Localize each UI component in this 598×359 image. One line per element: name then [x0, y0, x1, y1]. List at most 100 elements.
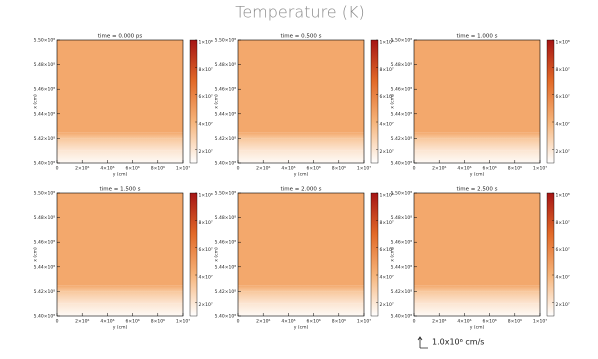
y-tick-label: 5.48×10⁸: [391, 62, 413, 68]
plot-frame: [56, 39, 184, 164]
x-tick-label: 8×10⁶: [508, 319, 522, 325]
colorbar-tick-label: 8×10⁷: [556, 220, 570, 226]
y-tick-label: 5.50×10⁸: [34, 191, 56, 197]
y-tick-label: 5.40×10⁸: [391, 161, 413, 167]
colorbar-tick-label: 8×10⁷: [199, 67, 213, 73]
y-axis-label: x (cm): [214, 247, 220, 262]
heat-band: [238, 40, 364, 133]
heat-band: [238, 285, 364, 292]
y-tick-label: 5.50×10⁸: [34, 38, 56, 44]
y-tick-label: 5.42×10⁸: [391, 289, 413, 295]
x-tick-label: 2×10⁶: [256, 319, 270, 325]
x-tick-label: 4×10⁶: [281, 319, 295, 325]
y-tick-label: 5.44×10⁸: [391, 264, 413, 270]
panel-title: time = 0.000 ps: [98, 34, 143, 40]
y-tick-label: 5.40×10⁸: [34, 161, 56, 167]
x-axis-label: y (cm): [113, 172, 128, 178]
heat-band: [238, 193, 364, 286]
colorbar-tick-label: 6×10⁷: [556, 247, 570, 253]
y-tick-label: 5.50×10⁸: [391, 191, 413, 197]
panel-title: time = 0.500 s: [281, 34, 322, 40]
plot-frame: [56, 192, 184, 317]
y-tick-label: 5.42×10⁸: [215, 136, 237, 142]
x-axis-label: y (cm): [294, 172, 309, 178]
x-axis-label: y (cm): [470, 172, 485, 178]
heat-band: [57, 193, 183, 286]
y-tick-label: 5.42×10⁸: [215, 289, 237, 295]
x-tick-label: 6×10⁶: [307, 166, 321, 172]
x-tick-label: 1×10⁷: [533, 166, 547, 172]
colorbar-tick-label: 6×10⁷: [199, 94, 213, 100]
x-tick-label: 2×10⁶: [432, 319, 446, 325]
y-tick-label: 5.40×10⁸: [215, 161, 237, 167]
colorbar: [370, 39, 379, 164]
x-tick-label: 6×10⁶: [126, 166, 140, 172]
x-tick-label: 0: [413, 319, 416, 325]
scale-arrow: [417, 336, 428, 349]
colorbar-tick-label: 4×10⁷: [380, 122, 394, 128]
x-tick-label: 8×10⁶: [151, 166, 165, 172]
x-tick-label: 8×10⁶: [151, 319, 165, 325]
colorbar-tick-label: 2×10⁷: [380, 149, 394, 155]
colorbar: [189, 39, 198, 164]
colorbar-tick-label: 8×10⁷: [380, 67, 394, 73]
y-tick-label: 5.46×10⁸: [391, 240, 413, 246]
heat-band: [57, 40, 183, 133]
colorbar-tick-label: 8×10⁷: [380, 220, 394, 226]
y-tick-label: 5.42×10⁸: [34, 289, 56, 295]
y-tick-label: 5.48×10⁸: [391, 215, 413, 221]
colorbar: [370, 192, 379, 317]
colorbar-tick-label: 2×10⁷: [556, 149, 570, 155]
x-tick-label: 0: [413, 166, 416, 172]
y-tick-label: 5.48×10⁸: [215, 215, 237, 221]
x-tick-label: 0: [56, 319, 59, 325]
colorbar-tick-label: 4×10⁷: [556, 275, 570, 281]
x-tick-label: 0: [237, 319, 240, 325]
heat-band: [238, 303, 364, 316]
y-tick-label: 5.40×10⁸: [391, 314, 413, 320]
x-tick-label: 6×10⁶: [483, 166, 497, 172]
x-tick-label: 0: [237, 166, 240, 172]
colorbar-tick-label: 4×10⁷: [380, 275, 394, 281]
heat-band: [57, 138, 183, 151]
plot-frame: [413, 39, 541, 164]
x-tick-label: 0: [56, 166, 59, 172]
y-tick-label: 5.46×10⁸: [215, 87, 237, 93]
heat-band: [57, 303, 183, 316]
heat-band: [238, 138, 364, 151]
colorbar-tick-label: 1×10⁸: [556, 193, 570, 199]
y-tick-label: 5.46×10⁸: [34, 87, 56, 93]
y-axis-label: x (cm): [33, 94, 39, 109]
colorbar-tick-label: 6×10⁷: [556, 94, 570, 100]
plot-frame: [237, 39, 365, 164]
y-tick-label: 5.48×10⁸: [34, 62, 56, 68]
colorbar-tick-label: 4×10⁷: [556, 122, 570, 128]
x-tick-label: 4×10⁶: [100, 319, 114, 325]
colorbar-tick-label: 2×10⁷: [556, 302, 570, 308]
colorbar-tick-label: 1×10⁸: [380, 193, 394, 199]
velocity-scale-label: 1.0x10⁶ cm/s: [432, 338, 484, 347]
x-tick-label: 4×10⁶: [457, 166, 471, 172]
x-tick-label: 2×10⁶: [75, 166, 89, 172]
x-tick-label: 1×10⁷: [533, 319, 547, 325]
heat-band: [238, 132, 364, 139]
colorbar-tick-label: 4×10⁷: [199, 122, 213, 128]
colorbar-tick-label: 1×10⁸: [199, 193, 213, 199]
colorbar-tick-label: 2×10⁷: [380, 302, 394, 308]
heat-band: [414, 132, 540, 139]
panel-title: time = 2.000 s: [281, 187, 322, 193]
panel-title: time = 2.500 s: [457, 187, 498, 193]
colorbar: [546, 192, 555, 317]
heat-band: [57, 291, 183, 304]
y-tick-label: 5.40×10⁸: [215, 314, 237, 320]
y-tick-label: 5.44×10⁸: [34, 111, 56, 117]
heat-band: [414, 150, 540, 163]
heat-band: [238, 291, 364, 304]
heat-band: [57, 132, 183, 139]
panel-title: time = 1.000 s: [457, 34, 498, 40]
y-tick-label: 5.50×10⁸: [215, 191, 237, 197]
x-axis-label: y (cm): [470, 325, 485, 331]
colorbar-tick-label: 2×10⁷: [199, 149, 213, 155]
heat-band: [414, 193, 540, 286]
